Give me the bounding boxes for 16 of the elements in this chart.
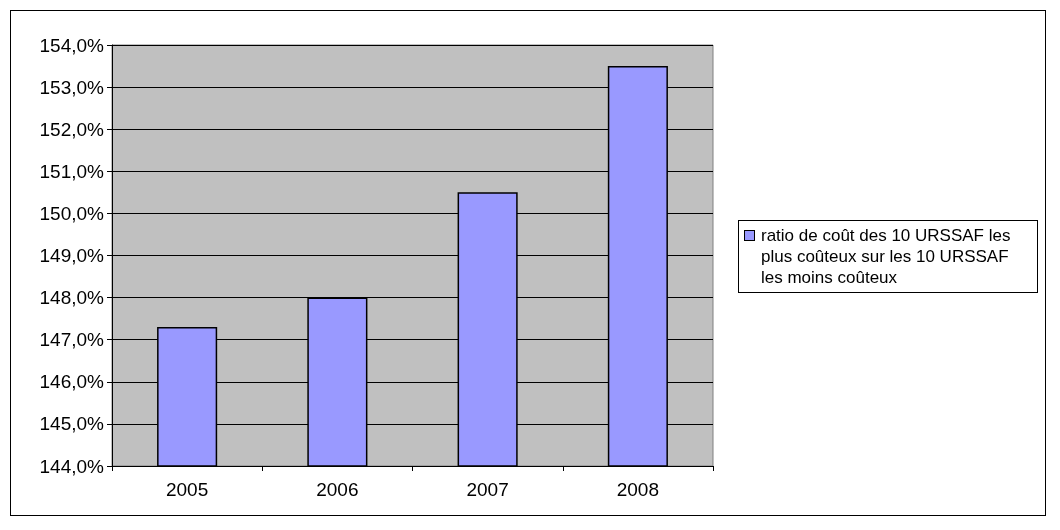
y-tick-label: 154,0% bbox=[39, 34, 105, 56]
y-tick-label: 144,0% bbox=[39, 455, 105, 477]
y-tick-label: 147,0% bbox=[39, 329, 105, 351]
legend-label: ratio de coût des 10 URSSAF les plus coûteux sur les 10 URSSAF les moins coûteux bbox=[761, 225, 1012, 288]
y-tick-label: 149,0% bbox=[39, 245, 105, 266]
x-tick-label: 2006 bbox=[316, 479, 359, 500]
x-tick-label: 2005 bbox=[165, 479, 209, 500]
y-tick-label: 151,0% bbox=[39, 160, 105, 182]
y-tick-label: 152,0% bbox=[39, 118, 105, 140]
y-tick-label: 153,0% bbox=[39, 76, 105, 98]
y-tick-label: 148,0% bbox=[39, 287, 105, 309]
x-tick-label: 2007 bbox=[466, 479, 509, 500]
y-tick-label: 146,0% bbox=[39, 371, 105, 393]
x-tick-label: 2008 bbox=[616, 479, 660, 500]
y-tick-label: 145,0% bbox=[39, 413, 105, 435]
y-tick-label: 150,0% bbox=[39, 202, 105, 224]
